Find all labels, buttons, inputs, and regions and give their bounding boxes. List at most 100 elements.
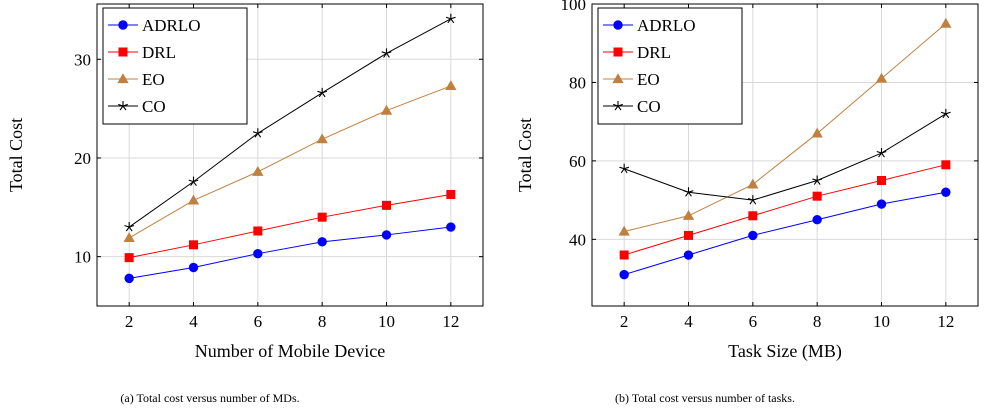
series-line-eo — [128, 85, 452, 239]
data-point-adrlo — [381, 230, 392, 240]
data-point-co — [747, 195, 758, 205]
x-tick-label: 10 — [873, 312, 890, 331]
caption: (a) Total cost versus number of MDs. — [120, 391, 299, 405]
axis-ticks: 2 4 6 8 10 12 40 60 80 100 — [561, 0, 978, 331]
x-tick-label: 10 — [378, 312, 395, 331]
legend-marker-co — [613, 101, 623, 111]
data-point-drl — [317, 212, 327, 222]
legend: ADRLO DRL EO CO — [597, 7, 743, 125]
data-point-drl — [619, 250, 629, 260]
data-point-adrlo — [317, 237, 327, 247]
x-tick-label: 12 — [937, 312, 954, 331]
y-axis-label: Total Cost — [515, 118, 535, 192]
legend-marker-adrlo — [613, 20, 623, 30]
data-point-co — [876, 148, 887, 158]
series-line-co — [128, 18, 452, 228]
y-tick-label: 10 — [74, 248, 91, 267]
data-point-drl — [812, 191, 822, 201]
x-tick-label: 2 — [125, 312, 134, 331]
data-point-eo — [252, 165, 264, 176]
data-point-eo — [123, 232, 135, 243]
data-point-adrlo — [876, 199, 887, 209]
caption: (b) Total cost versus number of tasks. — [615, 391, 795, 405]
legend: ADRLO DRL EO CO — [102, 7, 248, 125]
legend-entry-eo: EO — [108, 70, 165, 89]
data-point-eo — [875, 72, 888, 83]
y-tick-label: 20 — [74, 149, 91, 168]
data-point-adrlo — [683, 250, 694, 260]
legend-label: CO — [142, 97, 166, 116]
series-line-adrlo — [624, 191, 946, 276]
data-point-adrlo — [446, 222, 456, 232]
series-line-drl — [129, 193, 451, 259]
data-point-co — [381, 48, 392, 58]
x-tick-label: 4 — [189, 312, 198, 331]
data-point-co — [445, 13, 456, 24]
legend-marker-co — [118, 101, 128, 111]
legend-marker-drl — [118, 47, 128, 57]
legend-label: EO — [142, 70, 165, 89]
plot-frame — [96, 3, 484, 307]
data-point-co — [619, 163, 630, 174]
data-point-eo — [618, 225, 630, 236]
y-tick-label: 40 — [569, 230, 586, 249]
x-tick-label: 4 — [684, 312, 693, 331]
data-point-adrlo — [941, 187, 951, 197]
x-tick-label: 8 — [813, 312, 822, 331]
data-point-co — [124, 222, 135, 232]
legend-entry-drl: DRL — [603, 43, 671, 62]
y-tick-label: 80 — [569, 73, 586, 92]
series-line-drl — [624, 164, 946, 256]
y-tick-label: 60 — [569, 152, 586, 171]
legend-label: ADRLO — [142, 16, 201, 35]
data-point-drl — [253, 226, 263, 236]
data-point-eo — [747, 178, 759, 189]
data-point-drl — [446, 189, 456, 199]
legend-entry-adrlo: ADRLO — [108, 16, 201, 35]
legend-entry-co: CO — [108, 97, 166, 116]
x-tick-label: 8 — [318, 312, 327, 331]
data-point-adrlo — [188, 262, 199, 273]
data-point-adrlo — [619, 269, 629, 280]
data-point-drl — [124, 253, 134, 263]
data-point-co — [252, 128, 263, 138]
y-tick-label: 100 — [561, 0, 587, 14]
x-axis-label: Number of Mobile Device — [195, 341, 385, 361]
data-point-adrlo — [253, 248, 263, 259]
y-axis-label: Total Cost — [6, 118, 26, 192]
chart-panel-a: 2 4 6 8 10 12 10 20 30 ADRLO DRL EO CO Number of Mo… — [6, 3, 484, 405]
legend-marker-eo — [117, 73, 129, 84]
data-point-drl — [748, 211, 758, 221]
data-point-eo — [940, 17, 952, 28]
legend-label: CO — [637, 97, 661, 116]
series-group — [618, 17, 952, 280]
data-point-eo — [380, 104, 393, 115]
legend-entry-eo: EO — [603, 70, 660, 89]
legend-entry-adrlo: ADRLO — [603, 16, 696, 35]
x-axis-label: Task Size (MB) — [728, 341, 842, 362]
legend-label: ADRLO — [637, 16, 696, 35]
legend-marker-eo — [612, 73, 624, 84]
data-point-co — [317, 87, 328, 98]
legend-marker-drl — [613, 47, 623, 57]
data-point-adrlo — [812, 215, 822, 225]
data-point-eo — [811, 127, 823, 138]
data-point-drl — [189, 240, 198, 250]
data-point-drl — [941, 160, 951, 170]
series-line-adrlo — [129, 226, 451, 279]
legend-label: DRL — [637, 43, 671, 62]
legend-entry-drl: DRL — [108, 43, 176, 62]
axis-ticks: 2 4 6 8 10 12 10 20 30 — [74, 4, 483, 331]
y-tick-label: 30 — [74, 50, 91, 69]
series-group — [123, 13, 457, 284]
plot-frame — [591, 3, 979, 307]
data-point-eo — [445, 80, 457, 91]
data-point-co — [940, 108, 951, 119]
data-point-co — [812, 175, 823, 185]
chart-panel-b: 2 4 6 8 10 12 40 60 80 100 ADRLO DRL EO CO Task Size… — [515, 0, 979, 405]
data-point-eo — [187, 194, 200, 205]
legend-entry-co: CO — [603, 97, 661, 116]
data-point-eo — [682, 209, 695, 220]
legend-label: EO — [637, 70, 660, 89]
